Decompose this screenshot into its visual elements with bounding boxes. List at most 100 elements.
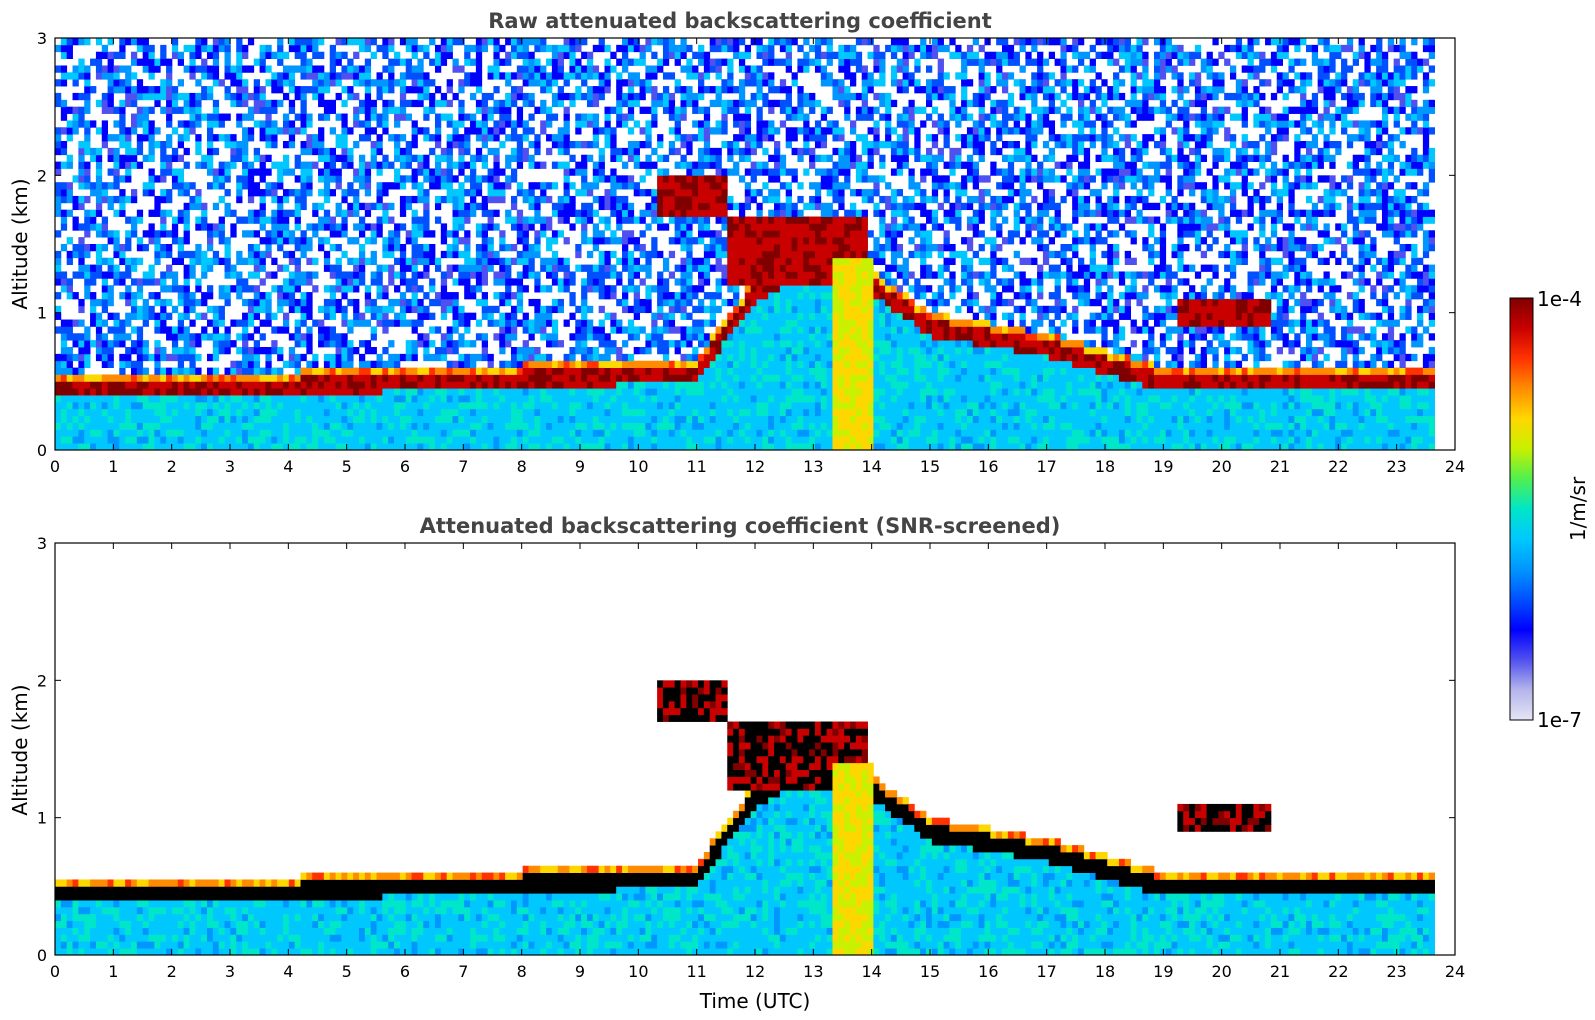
- heatmap-cell: [160, 209, 167, 217]
- heatmap-cell: [616, 271, 623, 279]
- heatmap-cell: [230, 230, 237, 238]
- heatmap-cell: [592, 367, 600, 375]
- heatmap-cell: [259, 381, 266, 389]
- heatmap-cell: [318, 237, 325, 245]
- heatmap-cell: [499, 127, 506, 135]
- heatmap-cell: [452, 443, 459, 451]
- heatmap-cell: [388, 202, 395, 211]
- heatmap-cell: [645, 86, 652, 94]
- heatmap-cell: [107, 415, 114, 423]
- heatmap-cell: [510, 202, 518, 211]
- heatmap-cell: [107, 436, 114, 444]
- heatmap-cell: [738, 319, 746, 327]
- heatmap-cell: [738, 230, 746, 238]
- heatmap-cell: [95, 436, 103, 444]
- heatmap-cell: [440, 340, 448, 348]
- heatmap-cell: [499, 58, 506, 66]
- heatmap-cell: [557, 230, 564, 238]
- heatmap-cell: [657, 38, 664, 46]
- heatmap-cell: [148, 209, 155, 217]
- heatmap-cell: [505, 182, 512, 190]
- heatmap-cell: [206, 374, 214, 382]
- heatmap-cell: [703, 436, 711, 444]
- heatmap-cell: [733, 415, 740, 423]
- heatmap-cell: [253, 367, 260, 375]
- heatmap-cell: [154, 408, 161, 417]
- heatmap-cell: [487, 360, 494, 368]
- heatmap-cell: [242, 333, 249, 341]
- heatmap-cell: [411, 422, 418, 430]
- heatmap-cell: [312, 257, 319, 265]
- heatmap-cell: [499, 374, 506, 382]
- heatmap-cell: [329, 72, 336, 80]
- heatmap-cell: [510, 175, 518, 183]
- heatmap-cell: [130, 312, 138, 320]
- heatmap-cell: [662, 395, 670, 403]
- heatmap-cell: [481, 44, 488, 53]
- heatmap-cell: [733, 436, 740, 444]
- heatmap-cell: [277, 99, 284, 108]
- heatmap-cell: [604, 72, 611, 80]
- heatmap-cell: [394, 175, 401, 183]
- heatmap-cell: [505, 72, 512, 80]
- heatmap-cell: [499, 333, 506, 341]
- heatmap-cell: [581, 237, 588, 245]
- heatmap-cell: [119, 374, 126, 382]
- heatmap-cell: [242, 147, 249, 156]
- heatmap-cell: [78, 223, 85, 231]
- heatmap-cell: [557, 367, 564, 375]
- heatmap-cell: [651, 195, 658, 204]
- heatmap-cell: [218, 175, 225, 183]
- heatmap-cell: [347, 86, 354, 94]
- heatmap-cell: [306, 347, 313, 355]
- heatmap-cell: [335, 168, 342, 176]
- heatmap-cell: [166, 367, 173, 375]
- heatmap-cell: [195, 250, 202, 259]
- heatmap-cell: [622, 395, 629, 403]
- heatmap-cell: [171, 381, 179, 389]
- heatmap-cell: [733, 429, 740, 437]
- heatmap-cell: [744, 79, 752, 87]
- heatmap-cell: [686, 408, 693, 417]
- heatmap-cell: [610, 182, 617, 190]
- heatmap-cell: [376, 230, 383, 238]
- heatmap-cell: [516, 65, 524, 73]
- heatmap-cell: [470, 367, 477, 375]
- heatmap-cell: [709, 360, 716, 368]
- heatmap-cell: [586, 216, 594, 224]
- heatmap-cell: [236, 422, 243, 430]
- heatmap-cell: [440, 271, 448, 279]
- heatmap-cell: [282, 381, 290, 389]
- heatmap-cell: [201, 154, 208, 162]
- heatmap-cell: [405, 44, 412, 53]
- heatmap-cell: [265, 388, 272, 396]
- heatmap-cell: [201, 422, 208, 430]
- heatmap-cell: [750, 360, 757, 368]
- heatmap-cell: [364, 44, 372, 53]
- heatmap-cell: [341, 374, 348, 382]
- heatmap-cell: [242, 175, 249, 183]
- heatmap-cell: [516, 250, 524, 259]
- heatmap-cell: [300, 202, 307, 211]
- heatmap-cell: [119, 44, 126, 53]
- heatmap-cell: [446, 292, 453, 300]
- heatmap-cell: [715, 209, 722, 217]
- heatmap-cell: [341, 401, 348, 410]
- heatmap-cell: [353, 319, 360, 327]
- heatmap-cell: [633, 408, 640, 417]
- heatmap-cell: [692, 367, 699, 375]
- heatmap-cell: [464, 202, 471, 211]
- heatmap-cell: [353, 65, 360, 73]
- heatmap-cell: [703, 367, 711, 375]
- heatmap-cell: [721, 244, 728, 252]
- heatmap-cell: [411, 298, 418, 307]
- heatmap-cell: [475, 278, 483, 286]
- heatmap-cell: [224, 51, 231, 59]
- heatmap-cell: [446, 436, 453, 444]
- heatmap-cell: [358, 134, 366, 142]
- heatmap-cell: [318, 319, 325, 327]
- heatmap-cell: [686, 298, 693, 307]
- heatmap-cell: [136, 141, 144, 149]
- heatmap-cell: [66, 436, 73, 444]
- heatmap-cell: [622, 415, 629, 423]
